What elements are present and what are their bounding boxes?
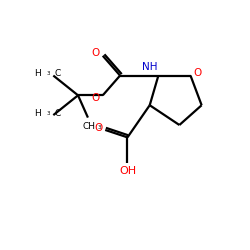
Text: O: O (193, 68, 202, 78)
Text: CH: CH (83, 122, 96, 131)
Text: C: C (54, 109, 61, 118)
Text: $_3$: $_3$ (46, 109, 51, 118)
Text: O: O (92, 48, 100, 58)
Text: NH: NH (142, 62, 158, 72)
Text: O: O (94, 123, 102, 133)
Text: OH: OH (120, 166, 136, 176)
Text: O: O (92, 93, 100, 103)
Text: H: H (34, 69, 41, 78)
Text: $_3$: $_3$ (46, 69, 51, 78)
Text: H: H (34, 109, 41, 118)
Text: C: C (54, 69, 61, 78)
Text: $_3$: $_3$ (96, 124, 102, 132)
